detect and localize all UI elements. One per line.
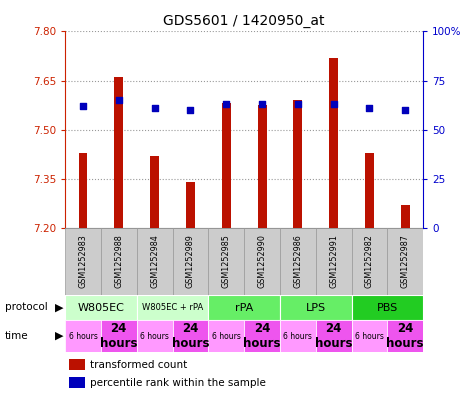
Text: GSM1252987: GSM1252987 (401, 234, 410, 288)
Point (222, 101, 230, 107)
Bar (293, 100, 302, 228)
Bar (186, 182, 195, 228)
Bar (280, 228, 316, 295)
Text: ▶: ▶ (55, 302, 63, 312)
Bar (401, 205, 410, 228)
Bar (208, 228, 244, 295)
Point (259, 101, 266, 107)
Bar (101, 320, 137, 352)
Text: ▶: ▶ (55, 331, 63, 341)
Text: 6 hours: 6 hours (68, 332, 98, 340)
Bar (222, 103, 231, 228)
Bar (114, 77, 123, 228)
Bar (352, 295, 423, 320)
Text: GSM1252983: GSM1252983 (79, 235, 87, 288)
Text: percentile rank within the sample: percentile rank within the sample (90, 378, 266, 388)
Text: 24
hours: 24 hours (172, 322, 209, 350)
Bar (79, 152, 87, 228)
Bar (316, 320, 352, 352)
Text: transformed count: transformed count (90, 360, 187, 370)
Text: 24
hours: 24 hours (386, 322, 424, 350)
Text: GSM1252991: GSM1252991 (329, 234, 338, 288)
Bar (329, 58, 338, 228)
Bar (137, 228, 173, 295)
Title: GDS5601 / 1420950_at: GDS5601 / 1420950_at (163, 14, 325, 28)
Text: GSM1252986: GSM1252986 (293, 235, 302, 288)
Bar (137, 295, 208, 320)
Text: W805EC: W805EC (78, 303, 124, 312)
Bar (352, 228, 387, 295)
Bar (208, 295, 280, 320)
Bar (387, 228, 423, 295)
Bar (69, 377, 85, 388)
Text: W805EC + rPA: W805EC + rPA (142, 303, 203, 312)
Text: protocol: protocol (5, 302, 47, 312)
Bar (65, 295, 137, 320)
Bar (280, 295, 352, 320)
Point (401, 107, 409, 113)
Text: 6 hours: 6 hours (140, 332, 169, 340)
Text: 6 hours: 6 hours (212, 332, 241, 340)
Text: GSM1252990: GSM1252990 (258, 234, 266, 288)
Point (365, 105, 373, 111)
Bar (137, 320, 173, 352)
Bar (150, 156, 159, 228)
Point (186, 107, 194, 113)
Bar (258, 105, 266, 228)
Bar (244, 320, 280, 352)
Point (115, 97, 122, 103)
Bar (244, 228, 280, 295)
Bar (316, 228, 352, 295)
Bar (69, 359, 85, 370)
Point (330, 101, 337, 107)
Text: LPS: LPS (306, 303, 326, 312)
Text: GSM1252985: GSM1252985 (222, 234, 231, 288)
Bar (352, 320, 387, 352)
Text: GSM1252988: GSM1252988 (114, 235, 123, 288)
Text: 24
hours: 24 hours (243, 322, 281, 350)
Point (294, 101, 301, 107)
Bar (65, 228, 101, 295)
Text: 24
hours: 24 hours (100, 322, 138, 350)
Text: GSM1252982: GSM1252982 (365, 234, 374, 288)
Bar (387, 320, 423, 352)
Point (151, 105, 158, 111)
Bar (208, 320, 244, 352)
Text: GSM1252989: GSM1252989 (186, 234, 195, 288)
Bar (173, 228, 208, 295)
Bar (365, 152, 374, 228)
Bar (173, 320, 208, 352)
Bar (101, 228, 137, 295)
Bar (280, 320, 316, 352)
Text: 6 hours: 6 hours (355, 332, 384, 340)
Text: 6 hours: 6 hours (283, 332, 312, 340)
Text: GSM1252984: GSM1252984 (150, 235, 159, 288)
Bar (65, 320, 101, 352)
Point (79, 103, 86, 109)
Text: rPA: rPA (235, 303, 253, 312)
Text: 24
hours: 24 hours (315, 322, 352, 350)
Text: time: time (5, 331, 28, 341)
Text: PBS: PBS (377, 303, 398, 312)
